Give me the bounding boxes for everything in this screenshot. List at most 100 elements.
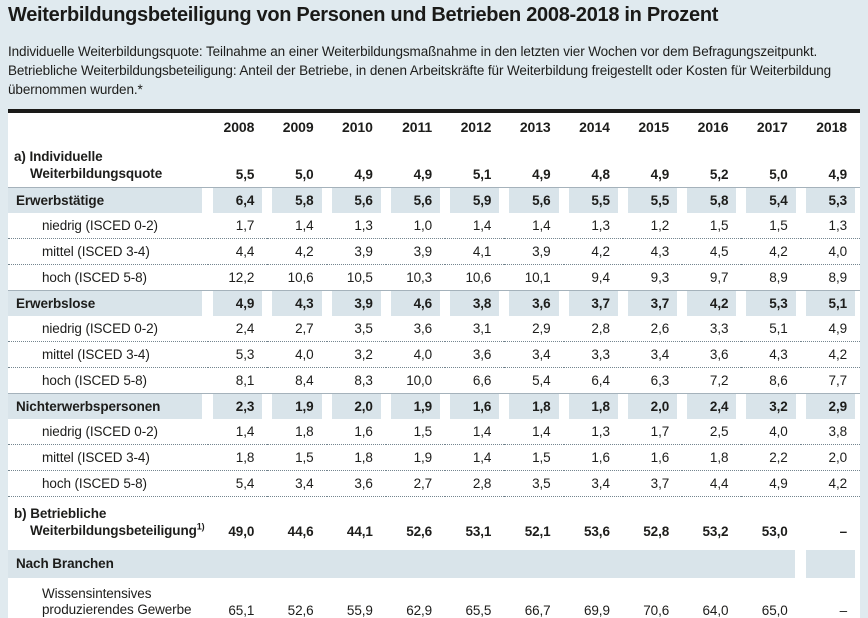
table-cell: 3,3 (563, 341, 623, 368)
table-cell: 2,9 (504, 316, 564, 342)
table-cell: 1,7 (622, 419, 683, 445)
table-cell: 53,2 (702, 524, 729, 539)
table-cell: 8,1 (235, 373, 255, 388)
table-cell: 3,6 (445, 341, 505, 368)
row-label: mittel (ISCED 3-4) (8, 444, 208, 471)
table-cell: 5,4 (741, 187, 801, 213)
table-row: hoch (ISCED 5-8) 5,4 3,4 3,6 2,7 2,8 3,5 3,4 3,7… (8, 470, 860, 497)
table-cell: 4,9 (413, 167, 433, 182)
table-cell: 3,6 (682, 341, 742, 368)
table-cell: 1,3 (800, 213, 860, 239)
row-label: Erwerbstätige (8, 187, 208, 213)
table-cell: 3,5 (326, 316, 386, 342)
table-cell: 66,7 (504, 578, 564, 618)
table-cell: 1,4 (504, 213, 564, 239)
table-cell: 53,1 (465, 524, 492, 539)
table-cell: – (839, 524, 848, 539)
table-row: mittel (ISCED 3-4) 4,4 4,2 3,9 3,9 4,1 3,9 4,2 4… (8, 238, 860, 265)
table-cell: 4,2 (800, 341, 860, 368)
table-cell: 5,0 (769, 167, 788, 182)
row-label: mittel (ISCED 3-4) (8, 341, 208, 368)
table-cell: 69,9 (563, 578, 623, 618)
table-cell: 4,9 (828, 167, 848, 182)
table-cell: 4,2 (800, 470, 860, 497)
table-cell: 62,9 (385, 578, 446, 618)
row-label: hoch (ISCED 5-8) (8, 470, 208, 497)
table-cell: 3,7 (622, 290, 683, 316)
table-cell: 2,7 (267, 316, 327, 342)
table-cell: 2,4 (208, 316, 268, 342)
table-cell: 4,3 (622, 238, 683, 265)
table-cell: 44,1 (346, 524, 373, 539)
table-cell: 4,9 (354, 167, 373, 182)
table-cell: 1,8 (326, 444, 386, 471)
year-header: 2008 (223, 118, 255, 135)
table-cell: 1,8 (504, 393, 564, 419)
table-cell: 4,2 (563, 238, 623, 265)
table-cell: 3,9 (326, 290, 386, 316)
year-header: 2011 (402, 118, 433, 135)
table-cell: 10,5 (346, 270, 373, 285)
data-table: 2008 2009 2010 2011 2012 2013 2014 2015 2016 2017… (8, 113, 860, 618)
table-cell: 2,7 (385, 470, 446, 497)
table-cell: 1,8 (563, 393, 623, 419)
row-label: hoch (ISCED 5-8) (42, 373, 147, 388)
table-cell: 3,4 (267, 470, 327, 497)
table-cell: 8,6 (769, 373, 788, 388)
table-row: Nach Branchen (8, 544, 860, 578)
year-header: 2013 (519, 118, 551, 135)
table-row: niedrig (ISCED 0-2) 1,4 1,8 1,6 1,5 1,4 1,4 1,3… (8, 419, 860, 445)
table-cell: 1,3 (563, 419, 623, 445)
table-row: niedrig (ISCED 0-2) 2,4 2,7 3,5 3,6 3,1 2,9 2,8… (8, 316, 860, 342)
year-header-row: 2008 2009 2010 2011 2012 2013 2014 2015 2016 2017… (8, 113, 860, 140)
table-cell: 1,2 (622, 213, 683, 239)
row-label: Nichterwerbspersonen (8, 393, 208, 419)
table-cell: 9,3 (650, 270, 670, 285)
table-cell: 2,8 (563, 316, 623, 342)
table-row: Erwerbstätige 6,4 5,8 5,6 5,6 5,9 5,6 5,5 5,5 5,8… (8, 187, 860, 213)
table-cell: 4,0 (800, 238, 860, 265)
table-cell: 3,5 (504, 470, 564, 497)
table-cell: 5,8 (682, 187, 742, 213)
table-cell: 3,7 (622, 470, 683, 497)
table-row: Wissensintensives produzierendes Gewerbe 6… (8, 578, 860, 618)
table-cell: 1,4 (445, 444, 505, 471)
table-cell: 1,0 (385, 213, 446, 239)
table-cell: 3,3 (682, 316, 742, 342)
table-cell: 1,5 (741, 213, 801, 239)
table-cell: 2,3 (208, 393, 268, 419)
table-cell: 1,4 (267, 213, 327, 239)
table-cell: 3,4 (563, 470, 623, 497)
table-cell: 1,8 (208, 444, 268, 471)
year-header: 2017 (756, 118, 788, 135)
row-label: Erwerbslose (8, 290, 208, 316)
table-cell: 1,9 (385, 444, 446, 471)
section-last-cell (801, 544, 860, 578)
table-cell: 2,4 (682, 393, 742, 419)
table-cell: 65,5 (445, 578, 505, 618)
section-label-cell: Nach Branchen (8, 544, 801, 578)
table-cell: 2,6 (622, 316, 683, 342)
table-cell: 53,6 (583, 524, 610, 539)
year-header: 2009 (282, 118, 314, 135)
table-cell: 1,6 (326, 419, 386, 445)
table-cell: 52,6 (406, 524, 433, 539)
table-cell: 5,3 (800, 187, 860, 213)
year-header: 2014 (579, 118, 610, 135)
table-cell: 5,4 (208, 470, 268, 497)
table-cell: 12,2 (228, 270, 255, 285)
table-cell: 1,5 (385, 419, 446, 445)
table-cell: 7,2 (709, 373, 729, 388)
table-cell: 52,6 (267, 578, 327, 618)
table-cell: 4,9 (741, 470, 801, 497)
table-cell: 6,3 (650, 373, 670, 388)
section-box (805, 550, 855, 578)
table-cell: 1,5 (267, 444, 327, 471)
table-cell: 4,0 (385, 341, 446, 368)
table-cell: 2,0 (622, 393, 683, 419)
table-cell: 70,6 (622, 578, 683, 618)
table-cell: 4,9 (650, 167, 670, 182)
table-cell: 44,6 (287, 524, 314, 539)
table-cell: 5,5 (563, 187, 623, 213)
